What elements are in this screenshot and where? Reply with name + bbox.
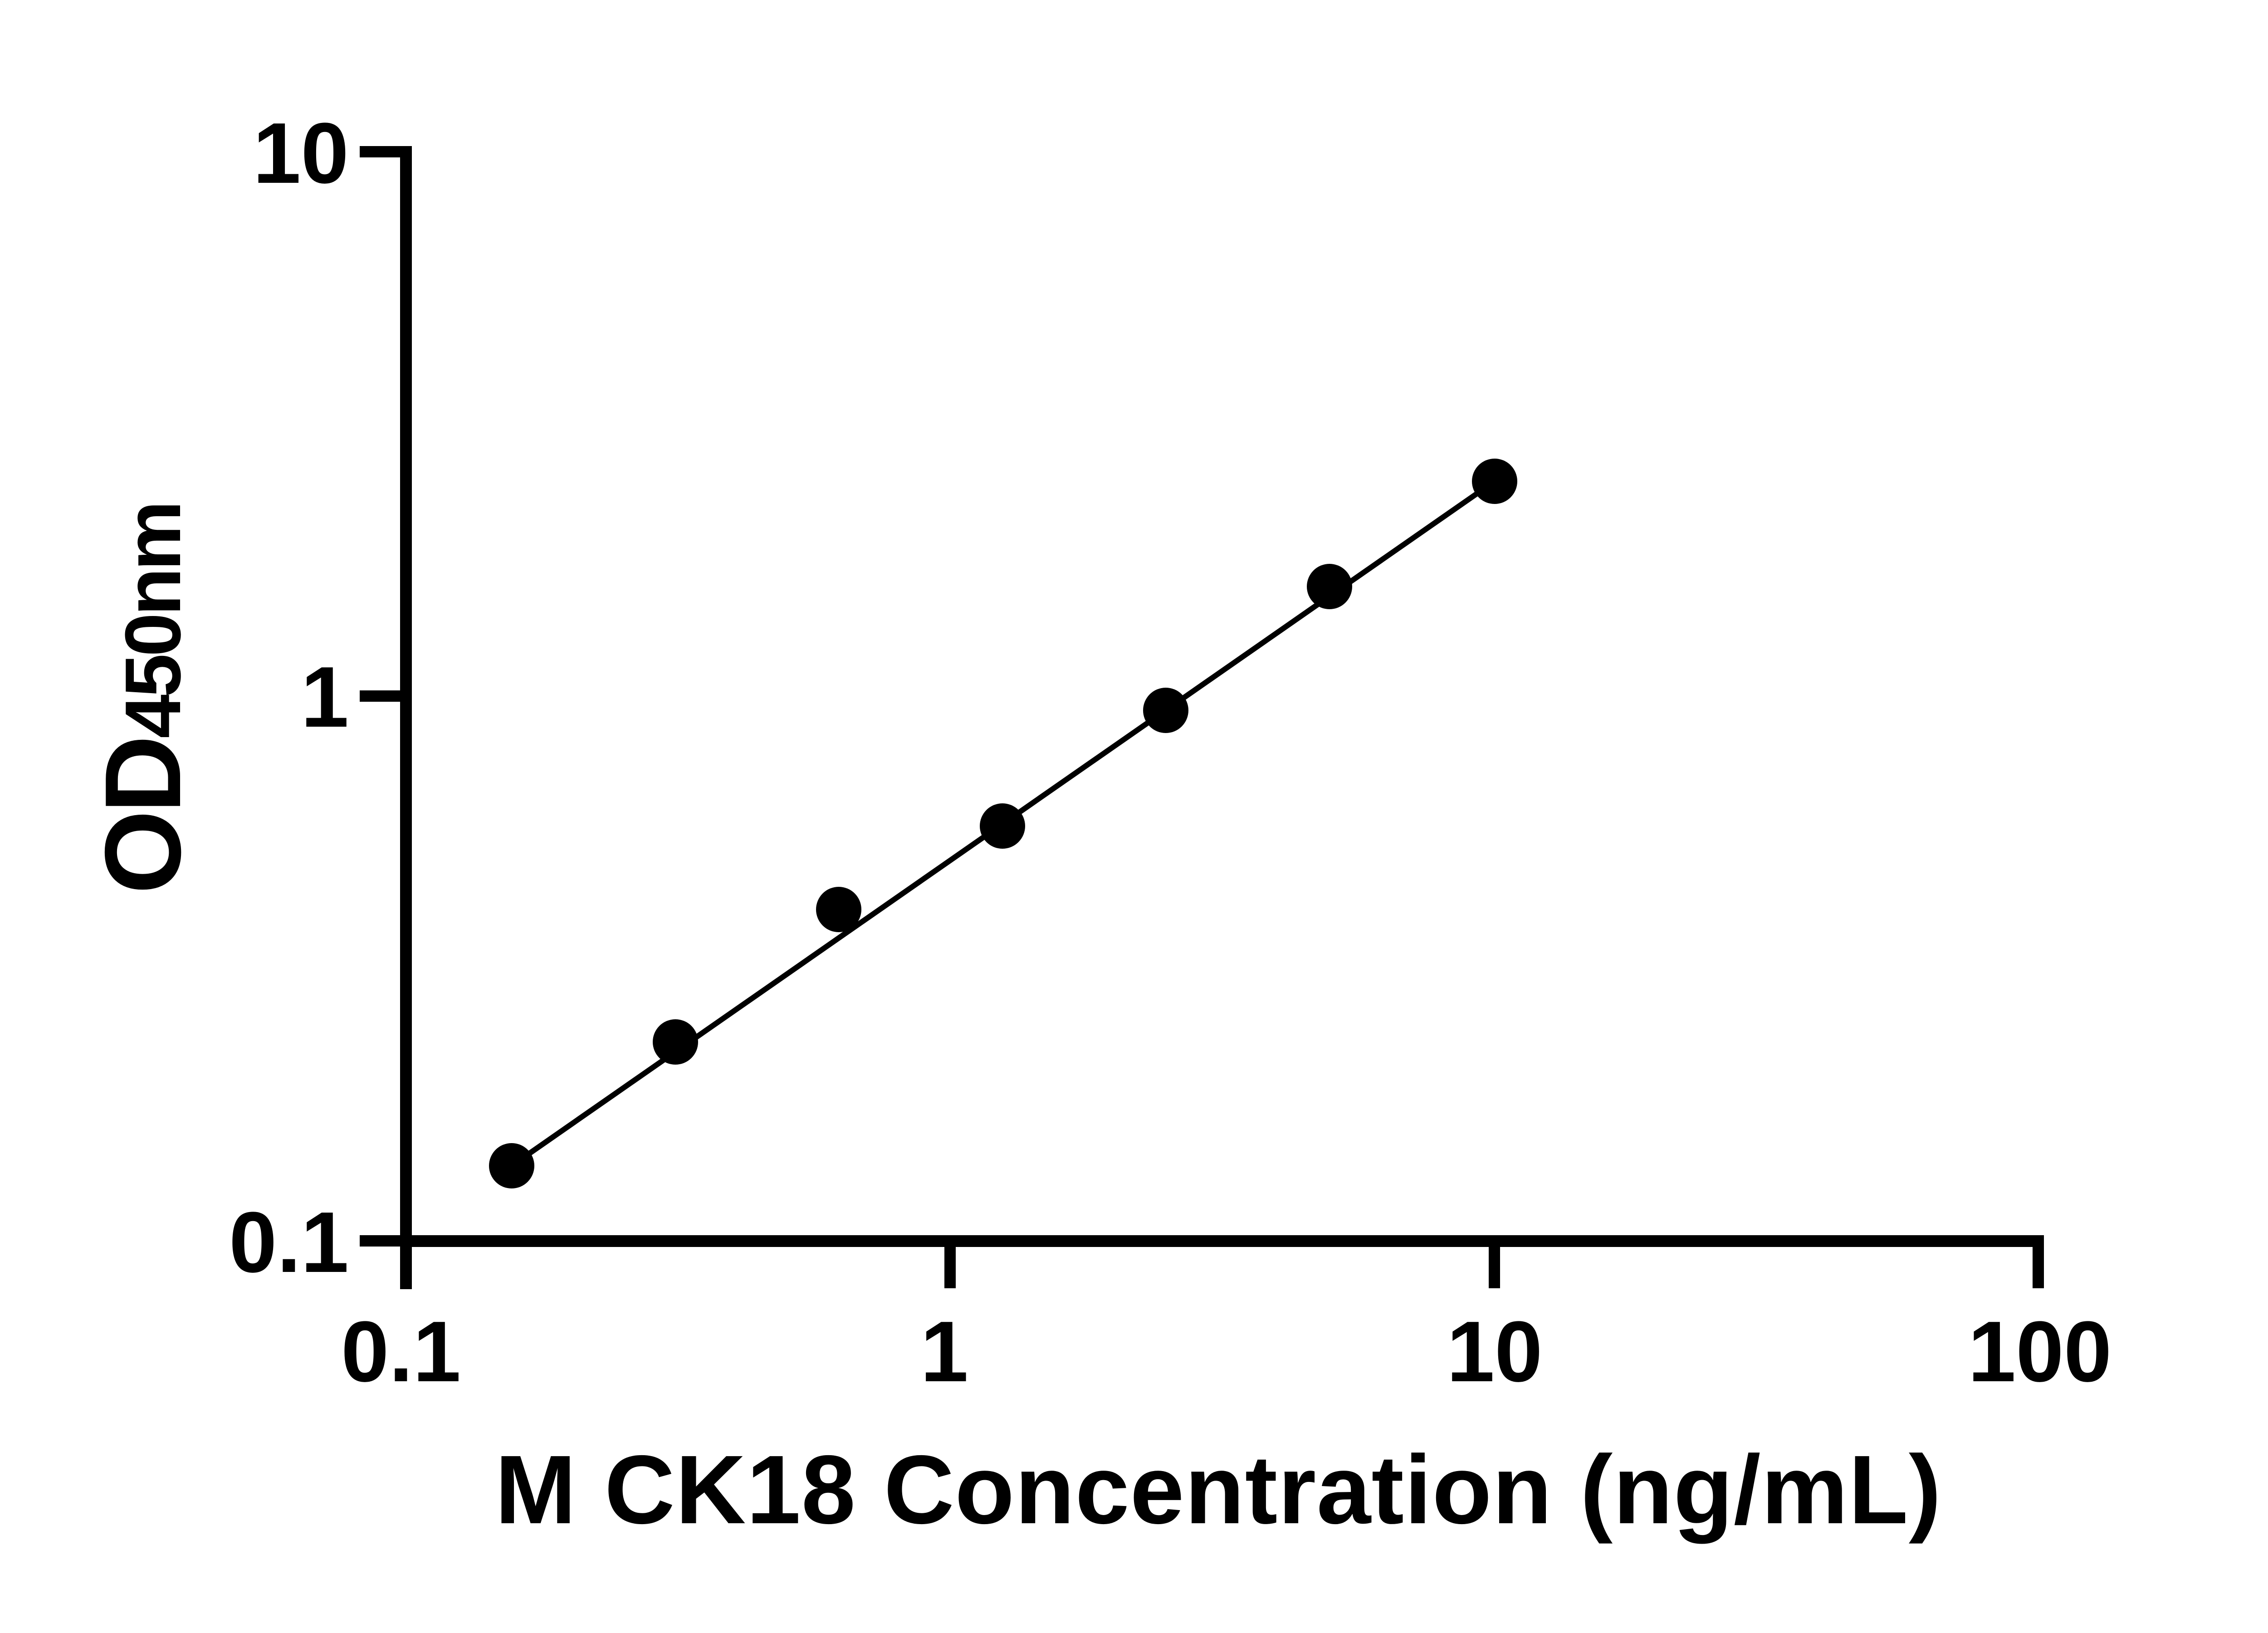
svg-text:0.1: 0.1 [341,1304,461,1400]
svg-text:10: 10 [253,105,349,201]
svg-text:1: 1 [920,1304,968,1400]
svg-text:1: 1 [301,649,349,745]
svg-text:0.1: 0.1 [229,1194,349,1291]
svg-text:M CK18 Concentration (ng/mL): M CK18 Concentration (ng/mL) [495,1435,1942,1544]
svg-text:10: 10 [1447,1304,1542,1400]
svg-text:100: 100 [1968,1304,2112,1400]
